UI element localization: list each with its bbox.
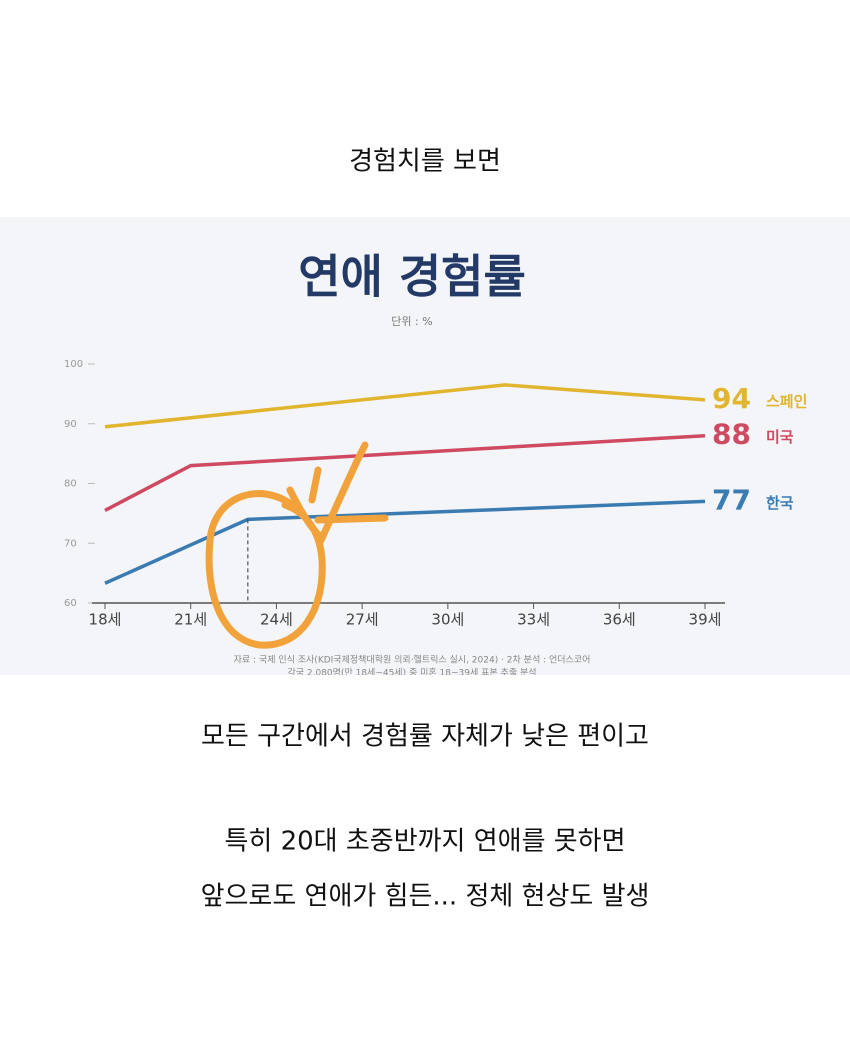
- y-tick-label: 70: [64, 538, 77, 549]
- chart-subtitle: 단위 : %: [391, 315, 432, 328]
- end-value-label: 88: [712, 418, 751, 451]
- caption: 모든 구간에서 경험률 자체가 낮은 편이고: [201, 722, 649, 752]
- end-value-label: 77: [712, 483, 751, 516]
- legend-label: 미국: [766, 428, 794, 446]
- x-tick-label: 36세: [603, 611, 636, 629]
- x-tick-label: 24세: [260, 611, 293, 629]
- source-note: 각국 2,080명(만 18세~45세) 중 미혼 18~39세 표본 추출 분…: [287, 667, 536, 679]
- header: 경험치를 보면: [349, 147, 501, 177]
- y-tick-label: 90: [64, 419, 77, 430]
- y-tick-label: 100: [64, 359, 83, 370]
- legend-label: 스페인: [766, 392, 807, 410]
- x-tick-label: 33세: [517, 611, 550, 629]
- series-line: [104, 383, 706, 429]
- x-tick-label: 21세: [174, 611, 207, 629]
- chart-title: 연애 경험률: [298, 250, 526, 304]
- source-note: 자료 : 국제 인식 조사(KDI국제정책대학원 의뢰·헬트릭스 실시, 202…: [234, 654, 591, 666]
- x-tick-label: 30세: [431, 611, 464, 629]
- x-tick-label: 18세: [89, 611, 122, 629]
- hand-drawn-circle: [205, 441, 389, 649]
- chart-background: [0, 217, 850, 675]
- caption: 특히 20대 초중반까지 연애를 못하면: [224, 827, 625, 857]
- y-tick-label: 60: [64, 598, 77, 609]
- legend-label: 한국: [766, 494, 794, 512]
- end-value-label: 94: [712, 382, 751, 415]
- x-tick-label: 27세: [346, 611, 379, 629]
- series-line: [104, 433, 706, 512]
- y-tick-label: 80: [64, 479, 77, 490]
- caption: 앞으로도 연애가 힘든... 정체 현상도 발생: [201, 882, 650, 912]
- chart-image: 연애 경험률 단위 : % 자료 : 국제 인식 조사(KDI국제정책대학원 의…: [0, 217, 850, 679]
- x-tick-label: 39세: [689, 611, 722, 629]
- plot: 60 70 80 90 100 18세 21세 24세 27세 30세 33세 36세 39세 94 스페인…: [64, 359, 807, 629]
